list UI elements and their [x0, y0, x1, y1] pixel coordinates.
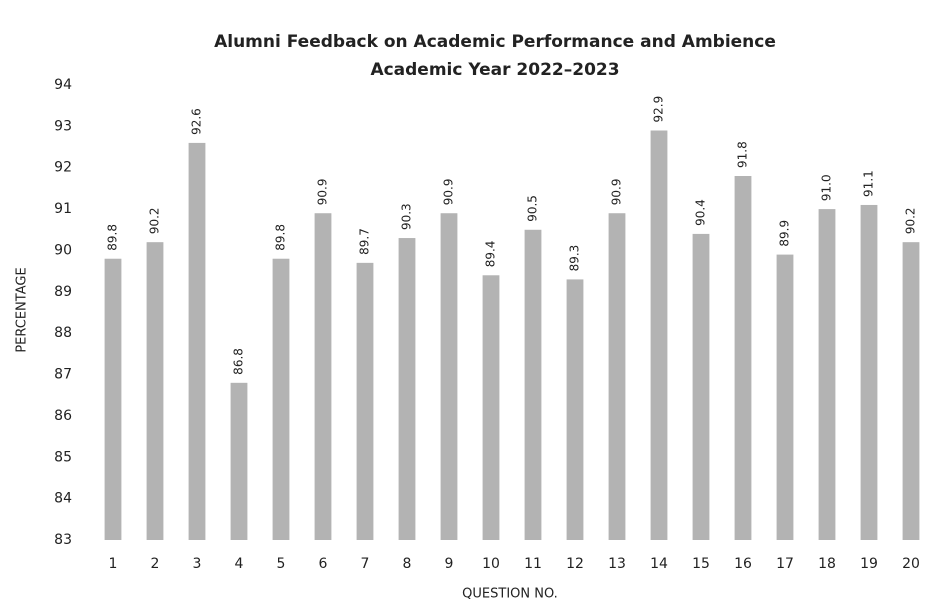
bar — [188, 142, 206, 540]
x-tick-label: 5 — [277, 556, 286, 572]
bar — [692, 233, 710, 540]
x-tick-label: 3 — [193, 556, 202, 572]
value-label: 91.0 — [820, 174, 834, 201]
value-label: 90.5 — [526, 195, 540, 222]
bar — [734, 176, 752, 540]
value-label: 89.4 — [484, 241, 498, 268]
value-label: 92.6 — [190, 108, 204, 135]
value-label: 89.9 — [778, 220, 792, 247]
y-tick-label: 88 — [54, 325, 72, 341]
value-label: 90.2 — [904, 207, 918, 234]
y-tick-label: 94 — [54, 77, 72, 93]
value-label: 89.8 — [106, 224, 120, 251]
bar — [818, 209, 836, 540]
bar — [440, 213, 458, 540]
value-label: 92.9 — [652, 96, 666, 123]
bar — [902, 242, 920, 540]
value-label: 90.2 — [148, 207, 162, 234]
y-tick-label: 89 — [54, 284, 72, 300]
value-label: 89.3 — [568, 245, 582, 272]
x-tick-label: 1 — [109, 556, 118, 572]
value-label: 91.1 — [862, 170, 876, 197]
bar — [482, 275, 500, 540]
x-tick-label: 7 — [361, 556, 370, 572]
bar — [776, 254, 794, 540]
value-label: 90.4 — [694, 199, 708, 226]
x-axis-label: QUESTION NO. — [462, 587, 558, 602]
chart-title: Alumni Feedback on Academic Performance … — [214, 32, 776, 52]
y-tick-label: 91 — [54, 201, 72, 217]
bar — [398, 238, 416, 540]
bar — [314, 213, 332, 540]
y-tick-label: 86 — [54, 408, 72, 424]
x-tick-label: 17 — [776, 556, 794, 572]
value-label: 91.8 — [736, 141, 750, 168]
bar — [566, 279, 584, 540]
x-tick-label: 4 — [235, 556, 244, 572]
x-tick-label: 20 — [902, 556, 920, 572]
x-tick-label: 15 — [692, 556, 710, 572]
x-tick-label: 10 — [482, 556, 500, 572]
y-axis-label: PERCENTAGE — [15, 267, 30, 352]
bar — [146, 242, 164, 540]
y-tick-label: 90 — [54, 242, 72, 258]
bar — [104, 258, 122, 540]
value-label: 89.8 — [274, 224, 288, 251]
x-tick-label: 16 — [734, 556, 752, 572]
x-tick-label: 2 — [151, 556, 160, 572]
y-tick-label: 93 — [54, 118, 72, 134]
bar — [524, 229, 542, 541]
x-tick-label: 14 — [650, 556, 668, 572]
value-label: 90.9 — [442, 179, 456, 206]
value-label: 86.8 — [232, 348, 246, 375]
x-tick-label: 8 — [403, 556, 412, 572]
x-tick-label: 9 — [445, 556, 454, 572]
bar — [272, 258, 290, 540]
x-tick-label: 19 — [860, 556, 878, 572]
bar — [230, 382, 248, 540]
bar — [860, 204, 878, 541]
x-tick-label: 6 — [319, 556, 328, 572]
bar — [356, 262, 374, 540]
value-label: 90.9 — [610, 179, 624, 206]
x-tick-label: 12 — [566, 556, 584, 572]
y-tick-label: 92 — [54, 160, 72, 176]
value-label: 90.9 — [316, 179, 330, 206]
bar — [650, 130, 668, 540]
y-tick-label: 85 — [54, 449, 72, 465]
bar — [608, 213, 626, 540]
y-tick-label: 87 — [54, 367, 72, 383]
value-label: 89.7 — [358, 228, 372, 255]
x-tick-label: 18 — [818, 556, 836, 572]
y-tick-label: 83 — [54, 532, 72, 548]
x-tick-label: 11 — [524, 556, 542, 572]
y-tick-label: 84 — [54, 491, 72, 507]
x-tick-label: 13 — [608, 556, 626, 572]
value-label: 90.3 — [400, 203, 414, 230]
chart-subtitle: Academic Year 2022–2023 — [370, 60, 619, 80]
